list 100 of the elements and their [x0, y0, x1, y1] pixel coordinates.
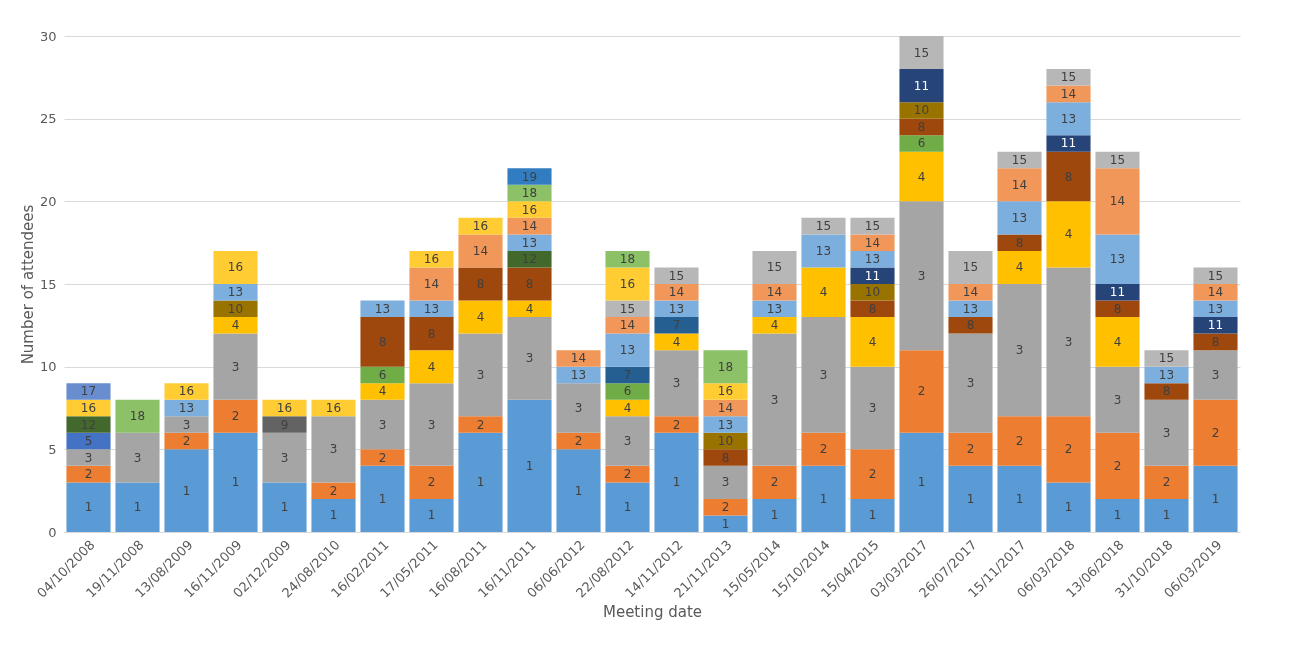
- bar: [262, 416, 307, 433]
- text: 16: [472, 219, 489, 234]
- text: 4: [623, 401, 632, 415]
- text: 1: [672, 475, 681, 490]
- text: 15: [1060, 70, 1077, 85]
- bar: [899, 432, 944, 532]
- text: 11: [1060, 136, 1077, 151]
- text: 3: [1064, 334, 1073, 349]
- x-axis-title: Meeting date: [602, 602, 703, 621]
- bar: [409, 383, 454, 466]
- text: 13: [815, 243, 832, 258]
- text: 4: [819, 285, 828, 300]
- bar: [801, 432, 846, 466]
- text: 4: [476, 310, 485, 325]
- text: 4: [770, 318, 779, 333]
- text: 13: [1109, 252, 1126, 267]
- text: 3: [672, 376, 681, 391]
- text: 13: [178, 401, 195, 415]
- bar: [164, 449, 209, 532]
- text: 14: [766, 285, 783, 300]
- bar: [213, 284, 258, 301]
- bar: [213, 250, 258, 284]
- text: 13: [668, 301, 685, 316]
- bar: [1046, 151, 1091, 202]
- bar: [605, 267, 650, 301]
- bar: [1095, 234, 1140, 284]
- text: 10: [864, 285, 881, 300]
- text: 3: [868, 401, 877, 415]
- text: 13: [619, 343, 636, 358]
- series-label: 3: [182, 417, 191, 432]
- text: 2: [1211, 425, 1220, 440]
- text: 4: [427, 359, 436, 374]
- text: 1: [966, 491, 975, 506]
- text: 3: [623, 434, 632, 449]
- bar: [1095, 366, 1140, 433]
- bar: [703, 383, 748, 400]
- bar: [801, 267, 846, 318]
- y-tick-label: 5: [48, 441, 57, 457]
- bar: [850, 366, 895, 450]
- y-tick-label: 30: [39, 28, 57, 44]
- text: 4: [378, 384, 387, 399]
- text: 8: [917, 119, 926, 134]
- bar: [850, 250, 895, 268]
- bar: [703, 416, 748, 433]
- text: 13: [521, 235, 538, 250]
- text: 14: [619, 318, 636, 333]
- bar: [1046, 267, 1091, 417]
- text: 12: [329, 483, 338, 523]
- bar: [703, 449, 748, 466]
- bar: [507, 317, 552, 400]
- series-label: 8: [966, 318, 975, 333]
- text: 14: [1011, 177, 1028, 192]
- bar: [409, 350, 454, 384]
- bar: [360, 383, 405, 400]
- text: 2: [182, 434, 191, 449]
- text: 2: [819, 442, 828, 457]
- text: 1: [84, 500, 93, 515]
- bar: [458, 300, 503, 334]
- text: 16: [227, 260, 244, 275]
- bar: [1046, 102, 1091, 136]
- text: 15: [1011, 153, 1028, 167]
- bar: [605, 482, 650, 532]
- text: 14: [423, 277, 440, 291]
- bar: [164, 383, 209, 400]
- bar: [1193, 465, 1238, 532]
- text: 15: [962, 260, 979, 275]
- bar: [1193, 399, 1238, 466]
- bar: [409, 498, 454, 532]
- bar: [899, 135, 944, 152]
- text: 14: [1207, 285, 1224, 300]
- bar: [654, 416, 699, 433]
- bar: [409, 317, 454, 351]
- text: 2: [231, 409, 240, 424]
- bar: [409, 465, 454, 499]
- text: 13: [423, 301, 440, 316]
- bar: [605, 317, 650, 334]
- series-label: 13: [227, 285, 244, 300]
- text: 10: [913, 103, 930, 118]
- bar: [850, 498, 895, 532]
- bar: [507, 168, 552, 185]
- text: 15: [766, 260, 783, 275]
- text: 16: [80, 401, 97, 415]
- text: 3: [917, 268, 926, 283]
- text: 1: [1113, 508, 1122, 523]
- text: 15: [864, 219, 881, 234]
- bar: [1144, 498, 1189, 532]
- text: 4: [917, 169, 926, 184]
- bar: [458, 432, 503, 532]
- text: 1: [280, 500, 289, 515]
- bar: [213, 333, 258, 400]
- bar: [1095, 432, 1140, 499]
- bar: [409, 300, 454, 318]
- bar: [1046, 69, 1091, 86]
- bar: [66, 383, 111, 400]
- text: 4: [1113, 334, 1122, 349]
- bar: [997, 284, 1042, 417]
- bar: [458, 267, 503, 301]
- series-label: 1: [721, 516, 730, 531]
- text: 1: [1211, 491, 1220, 506]
- bar: [1095, 284, 1140, 301]
